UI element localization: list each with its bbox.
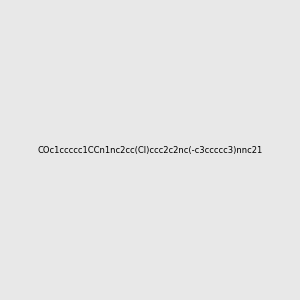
Text: COc1ccccc1CCn1nc2cc(Cl)ccc2c2nc(-c3ccccc3)nnc21: COc1ccccc1CCn1nc2cc(Cl)ccc2c2nc(-c3ccccc… [38, 146, 262, 154]
